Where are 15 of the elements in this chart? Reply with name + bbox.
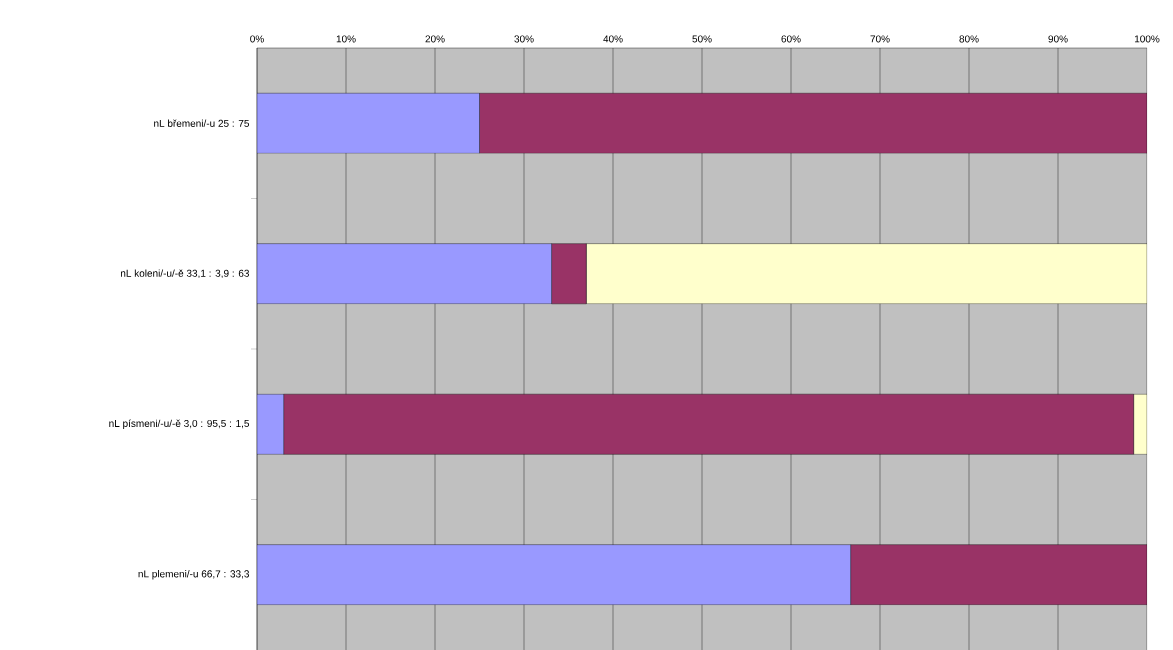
x-tick-label: 50% xyxy=(692,35,712,43)
x-tick-label: 40% xyxy=(603,35,623,43)
x-tick-label: 70% xyxy=(870,35,890,43)
x-tick-label: 100% xyxy=(1134,35,1160,43)
x-tick-label: 90% xyxy=(1048,35,1068,43)
y-tick-label: nL plemeni/-u 66,7 : 33,3 xyxy=(138,570,250,580)
x-tick-label: 0% xyxy=(250,35,264,43)
x-tick-label: 30% xyxy=(514,35,534,43)
y-tick-label: nL břemeni/-u 25 : 75 xyxy=(154,119,250,127)
x-tick-label: 10% xyxy=(336,35,356,43)
x-tick-label: 60% xyxy=(781,35,801,43)
x-tick-label: 80% xyxy=(959,35,979,43)
y-tick-label: nL písmeni/-u/-ě 3,0 : 95,5 : 1,5 xyxy=(109,419,250,429)
y-tick-label: nL koleni/-u/-ě 33,1 : 3,9 : 63 xyxy=(120,269,250,279)
x-tick-label: 20% xyxy=(425,35,445,43)
